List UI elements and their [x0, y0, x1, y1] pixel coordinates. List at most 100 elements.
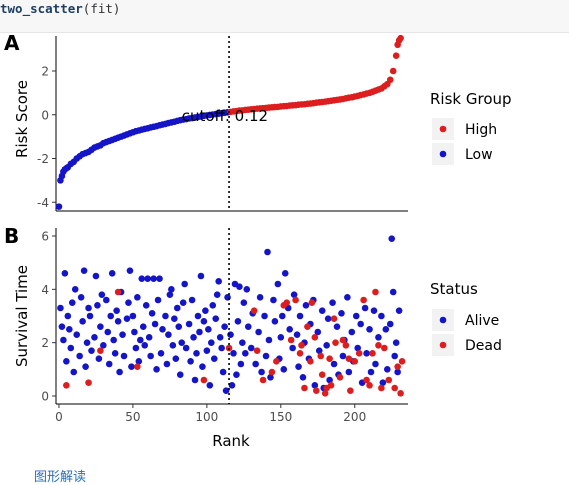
data-point-alive — [352, 312, 360, 320]
data-point-alive — [162, 312, 169, 320]
data-point-alive — [145, 334, 153, 341]
data-point-alive — [128, 363, 135, 370]
data-point-alive — [239, 339, 246, 346]
data-point-dead — [287, 336, 295, 344]
data-point-alive — [222, 387, 230, 394]
data-point-alive — [391, 352, 398, 360]
data-point-dead — [304, 323, 311, 330]
data-point-alive — [213, 291, 221, 298]
data-point-alive — [243, 286, 251, 293]
data-point-alive — [79, 318, 86, 325]
legend-label-low: Low — [465, 147, 493, 163]
data-point-alive — [210, 355, 218, 362]
a-y-tick-label: 0 — [41, 108, 49, 122]
data-point-alive — [80, 267, 88, 274]
data-point-alive — [129, 312, 137, 320]
data-point-alive — [344, 294, 351, 301]
data-point-alive — [375, 334, 382, 341]
data-point-alive — [382, 326, 390, 333]
data-point-alive — [147, 352, 154, 360]
data-point-alive — [363, 350, 370, 357]
data-point-dead — [85, 379, 92, 386]
data-point-alive — [216, 334, 224, 341]
data-point-alive — [68, 299, 76, 306]
data-point-alive — [389, 288, 397, 296]
data-point-alive — [182, 344, 190, 352]
data-point-dead — [283, 299, 291, 306]
data-point-dead — [381, 344, 388, 352]
data-point-dead — [134, 363, 141, 370]
data-point-alive — [324, 315, 332, 322]
data-point-alive — [165, 331, 172, 338]
data-point-alive — [123, 315, 131, 322]
b-y-tick-label: 2 — [41, 336, 49, 350]
data-point-alive — [63, 358, 70, 365]
data-point-alive — [175, 323, 183, 330]
panel-b-points — [57, 235, 406, 397]
data-point-dead — [394, 363, 401, 370]
data-point-alive — [230, 350, 237, 357]
data-point-alive — [61, 270, 69, 277]
data-point-dead — [200, 376, 208, 384]
legend-label-dead: Dead — [465, 338, 502, 354]
data-point-alive — [110, 336, 117, 344]
data-point-alive — [58, 323, 66, 330]
data-point-alive — [280, 366, 288, 373]
data-point-alive — [314, 328, 322, 336]
a-y-tick-label: -4 — [37, 196, 49, 210]
data-point-alive — [139, 323, 147, 330]
data-point-alive — [100, 342, 107, 349]
data-point-alive — [85, 304, 92, 312]
data-point-alive — [108, 270, 116, 277]
data-point-alive — [302, 302, 310, 309]
data-point-alive — [318, 307, 326, 314]
data-point-alive — [265, 336, 273, 344]
data-point-alive — [247, 344, 255, 352]
data-point-alive — [296, 312, 304, 320]
data-point-alive — [169, 342, 177, 349]
data-point-alive — [326, 376, 333, 384]
data-point-alive — [181, 280, 188, 288]
data-point-dead — [332, 339, 339, 346]
panel-a-y-axis-title: Risk Score — [13, 80, 31, 158]
data-point-alive — [188, 296, 196, 304]
data-point-alive — [258, 368, 265, 376]
panel-b-axes: 0 2 4 6 0 50 100 150 200 — [41, 228, 408, 424]
data-point-dead — [391, 384, 398, 392]
data-point-alive — [125, 299, 132, 306]
panel-b-y-axis-title: Survival Time — [13, 265, 31, 367]
b-x-tick-label: 50 — [125, 410, 140, 424]
data-point-alive — [119, 331, 126, 338]
data-point-high — [392, 52, 400, 59]
data-point-alive — [111, 350, 119, 357]
data-point-dead — [397, 390, 404, 397]
data-point-alive — [290, 291, 298, 298]
legend-label-alive: Alive — [465, 313, 499, 329]
data-point-alive — [150, 275, 157, 282]
status-legend-title: Status — [430, 280, 478, 298]
data-point-alive — [76, 352, 83, 360]
data-point-alive — [179, 299, 187, 306]
legend-marker-low — [439, 150, 447, 158]
data-point-high — [389, 67, 397, 75]
data-point-dead — [398, 358, 406, 365]
data-point-alive — [367, 368, 375, 376]
data-point-alive — [202, 307, 209, 314]
data-point-alive — [190, 334, 197, 341]
code-function-args: (fit) — [82, 1, 121, 16]
data-point-alive — [295, 363, 302, 370]
data-point-alive — [339, 352, 347, 360]
data-point-alive — [82, 363, 89, 370]
data-point-alive — [64, 312, 72, 320]
b-y-tick-label: 4 — [41, 283, 49, 297]
data-point-dead — [342, 342, 350, 349]
data-point-alive — [142, 302, 150, 309]
cutoff-label: cutoff: 0.12 — [182, 107, 268, 125]
data-point-alive — [244, 323, 252, 330]
data-point-alive — [388, 235, 396, 242]
data-point-alive — [330, 360, 338, 368]
data-point-alive — [173, 304, 181, 312]
data-point-alive — [361, 304, 369, 312]
data-point-alive — [395, 307, 403, 314]
